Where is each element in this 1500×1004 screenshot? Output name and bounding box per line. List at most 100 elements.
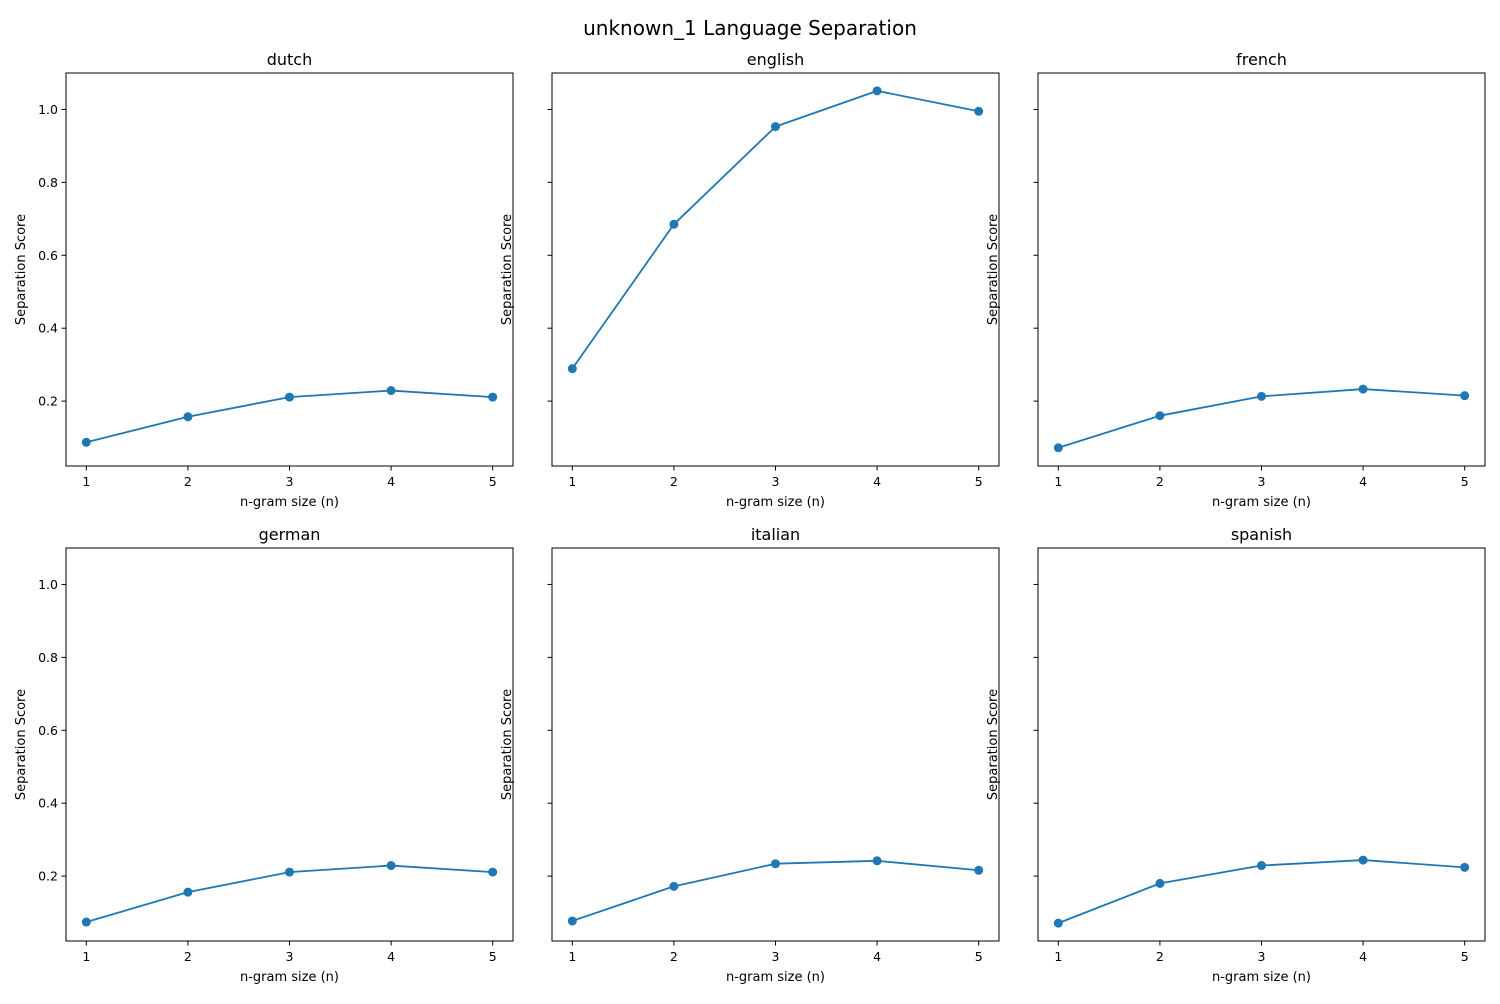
figure-title: unknown_1 Language Separation xyxy=(583,16,917,40)
subplot-dutch: dutch 1 2 3 4 5 0.2 0.4 0.6 0.8 1.0 n-gram size (n)… xyxy=(14,50,514,510)
x-tick-label: 4 xyxy=(873,474,881,489)
x-tick-label: 2 xyxy=(184,949,192,964)
subplot-spanish: spanish 1 2 3 4 5 n-gram size (n) Separation Sc… xyxy=(986,525,1486,985)
y-axis-label: Separation Score xyxy=(986,689,1001,800)
subplot-title: italian xyxy=(751,525,800,544)
x-tick-label: 2 xyxy=(670,949,678,964)
x-tick-label: 5 xyxy=(975,474,983,489)
axes-frame xyxy=(551,547,1000,942)
x-tick-label: 1 xyxy=(82,474,90,489)
data-point xyxy=(1257,391,1266,401)
axes-frame xyxy=(65,547,514,942)
data-point xyxy=(872,856,882,866)
x-tick-label: 5 xyxy=(1461,474,1469,489)
data-point xyxy=(285,392,294,402)
y-tick-label: 1.0 xyxy=(38,102,58,117)
y-tick-label: 1.0 xyxy=(38,577,58,592)
x-tick-label: 2 xyxy=(1156,474,1164,489)
data-point xyxy=(567,364,577,374)
subplot-title: german xyxy=(259,525,321,544)
data-point xyxy=(1155,878,1165,888)
axes-frame xyxy=(1037,72,1486,467)
data-point xyxy=(872,86,882,96)
y-tick-label: 0.2 xyxy=(38,869,58,884)
subplot-title: english xyxy=(747,50,805,69)
x-tick-label: 4 xyxy=(1359,474,1367,489)
data-point xyxy=(1053,443,1063,453)
subplot-title: dutch xyxy=(267,50,313,69)
x-tick-label: 4 xyxy=(387,474,395,489)
y-tick-label: 0.8 xyxy=(38,650,58,665)
x-axis-label: n-gram size (n) xyxy=(726,970,825,985)
x-tick-label: 3 xyxy=(1258,949,1266,964)
x-tick-label: 4 xyxy=(387,949,395,964)
axes-frame xyxy=(551,72,1000,467)
data-point xyxy=(488,867,498,877)
data-point xyxy=(771,859,780,869)
data-point xyxy=(1460,391,1470,401)
data-point xyxy=(771,122,780,132)
x-axis-label: n-gram size (n) xyxy=(1212,495,1311,510)
data-point xyxy=(183,412,193,422)
x-tick-label: 2 xyxy=(670,474,678,489)
x-tick-label: 1 xyxy=(82,949,90,964)
subplot-english: english 1 2 3 4 5 n-gram size (n) Separation Sc… xyxy=(500,50,1000,510)
data-point xyxy=(488,392,498,402)
data-point xyxy=(669,219,679,229)
data-point xyxy=(81,917,91,927)
x-tick-label: 5 xyxy=(489,474,497,489)
axes-frame xyxy=(1037,547,1486,942)
data-point xyxy=(386,386,396,396)
x-axis-label: n-gram size (n) xyxy=(726,495,825,510)
x-tick-label: 5 xyxy=(1461,949,1469,964)
y-tick-label: 0.2 xyxy=(38,394,58,409)
subplot-title: spanish xyxy=(1231,525,1292,544)
x-tick-label: 4 xyxy=(873,949,881,964)
y-axis-label: Separation Score xyxy=(500,689,515,800)
x-tick-label: 1 xyxy=(568,949,576,964)
x-tick-label: 2 xyxy=(184,474,192,489)
subplot-italian: italian 1 2 3 4 5 n-gram size (n) Separation Sc… xyxy=(500,525,1000,985)
x-axis-label: n-gram size (n) xyxy=(1212,970,1311,985)
data-point xyxy=(974,865,984,875)
data-point xyxy=(1053,918,1063,928)
subplot-german: german 1 2 3 4 5 0.2 0.4 0.6 0.8 1.0 n-gram size (n… xyxy=(14,525,514,985)
x-tick-label: 4 xyxy=(1359,949,1367,964)
y-tick-label: 0.8 xyxy=(38,175,58,190)
y-axis-label: Separation Score xyxy=(986,214,1001,325)
x-tick-label: 1 xyxy=(1054,949,1062,964)
data-point xyxy=(669,881,679,891)
data-point xyxy=(1257,861,1266,871)
x-tick-label: 3 xyxy=(1258,474,1266,489)
y-axis-label: Separation Score xyxy=(14,214,29,325)
x-tick-label: 1 xyxy=(568,474,576,489)
data-point xyxy=(183,887,193,897)
x-tick-label: 5 xyxy=(489,949,497,964)
y-axis-label: Separation Score xyxy=(500,214,515,325)
x-tick-label: 3 xyxy=(772,949,780,964)
data-point xyxy=(386,861,396,871)
data-point xyxy=(974,106,984,116)
series-line xyxy=(571,89,979,370)
data-point xyxy=(1358,384,1368,394)
data-point xyxy=(1460,862,1470,872)
x-tick-label: 5 xyxy=(975,949,983,964)
subplot-french: french 1 2 3 4 5 n-gram size (n) Separation Sco… xyxy=(986,50,1486,510)
y-tick-label: 0.4 xyxy=(38,796,58,811)
y-axis-label: Separation Score xyxy=(14,689,29,800)
y-tick-label: 0.4 xyxy=(38,321,58,336)
x-tick-label: 2 xyxy=(1156,949,1164,964)
data-point xyxy=(1358,855,1368,865)
axes-frame xyxy=(65,72,514,467)
data-point xyxy=(1155,411,1165,421)
y-tick-label: 0.6 xyxy=(38,723,58,738)
series-line xyxy=(572,859,979,922)
y-tick-label: 0.6 xyxy=(38,248,58,263)
subplot-title: french xyxy=(1236,50,1287,69)
data-point xyxy=(81,437,91,447)
x-tick-label: 3 xyxy=(286,949,294,964)
x-tick-label: 1 xyxy=(1054,474,1062,489)
x-tick-label: 3 xyxy=(286,474,294,489)
